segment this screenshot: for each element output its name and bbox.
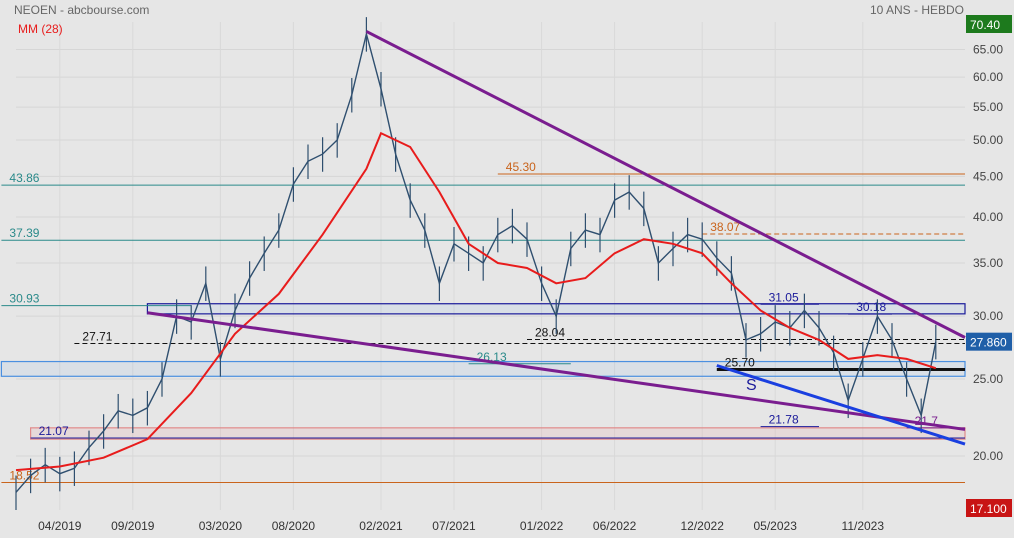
x-axis: 04/2019 09/2019 03/2020 08/2020 02/2021 07/20…	[38, 519, 884, 533]
y-tick-label: 60.00	[973, 70, 1003, 84]
trendline	[365, 30, 966, 339]
level-label: 21.07	[39, 424, 69, 438]
trendline	[716, 364, 966, 446]
y-tick-label: 30.00	[973, 309, 1003, 323]
price-badge	[966, 332, 1012, 351]
chart-title: NEOEN - abcbourse.com	[14, 3, 149, 17]
x-tick-label: 05/2023	[754, 519, 798, 533]
level-label: 21.78	[769, 413, 799, 427]
y-tick-label: 40.00	[973, 210, 1003, 224]
level-label: 28.04	[535, 325, 565, 339]
chart-annotations: S	[746, 377, 757, 394]
moving-average-series	[15, 131, 937, 472]
price-badge	[966, 15, 1012, 33]
x-tick-label: 07/2021	[432, 519, 476, 533]
chart-trendlines	[147, 30, 966, 446]
y-tick-label: 25.00	[973, 372, 1003, 386]
zone-box	[30, 427, 966, 440]
chart-grid	[16, 22, 965, 510]
x-tick-label: 01/2022	[520, 519, 564, 533]
x-tick-label: 06/2022	[593, 519, 637, 533]
trendline	[147, 311, 966, 431]
indicator-label: MM (28)	[18, 22, 63, 36]
price-badge	[966, 499, 1012, 517]
y-tick-label: 35.00	[973, 256, 1003, 270]
y-tick-label: 45.00	[973, 169, 1003, 183]
y-tick-label: 20.00	[973, 449, 1003, 463]
y-tick-label: 55.00	[973, 100, 1003, 114]
y-tick-label: 50.00	[973, 133, 1003, 147]
x-tick-label: 09/2019	[111, 519, 155, 533]
moving-average-line	[15, 131, 937, 472]
x-tick-label: 04/2019	[38, 519, 82, 533]
level-label: 31.05	[769, 290, 799, 304]
level-label: 45.30	[506, 160, 536, 174]
y-tick-label: 65.00	[973, 43, 1003, 57]
price-badge-label: 17.100	[970, 502, 1007, 516]
level-label: 30.18	[856, 300, 886, 314]
level-label: 37.39	[9, 226, 39, 240]
x-tick-label: 12/2022	[681, 519, 725, 533]
price-line	[15, 33, 937, 493]
chart-period: 10 ANS - HEBDO	[870, 3, 964, 17]
price-badge-label: 70.40	[970, 18, 1000, 32]
level-label: 25.70	[725, 356, 755, 370]
price-series	[15, 17, 937, 510]
level-label: 43.86	[9, 171, 39, 185]
price-badge-label: 27.860	[970, 336, 1007, 350]
level-label: 18.52	[9, 468, 39, 482]
level-label: 38.07	[710, 220, 740, 234]
y-axis: 20.00 25.00 30.00 35.00 40.00 45.00 50.00 55.00…	[966, 15, 1012, 517]
x-tick-label: 11/2023	[842, 519, 885, 533]
x-tick-label: 03/2020	[199, 519, 243, 533]
x-tick-label: 02/2021	[359, 519, 403, 533]
annotation-label: S	[746, 377, 757, 394]
level-label: 30.93	[9, 292, 39, 306]
level-label: 27.71	[82, 330, 112, 344]
x-tick-label: 08/2020	[272, 519, 316, 533]
